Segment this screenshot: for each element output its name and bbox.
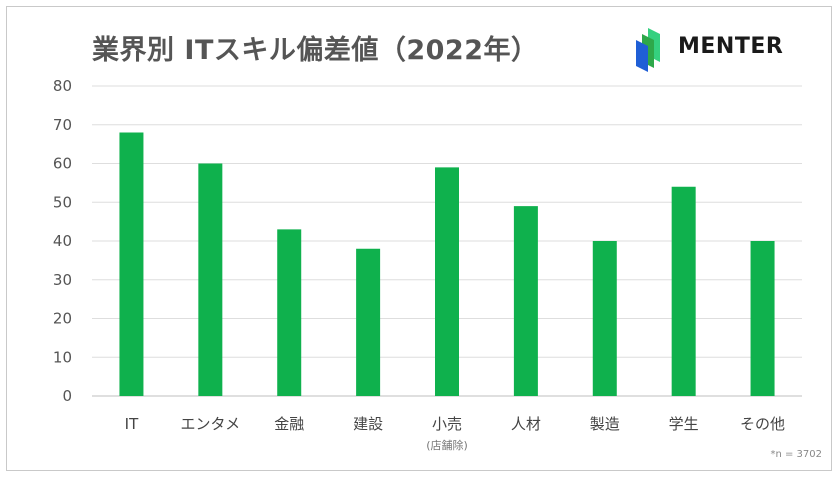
menter-logo-icon <box>636 28 660 72</box>
x-axis-labels: IT エンタメ 金融 建設 小売 (店舗除) 人材 製造 学生 その他 <box>125 415 785 452</box>
x-category-label: 製造 <box>590 415 620 433</box>
bar <box>513 206 538 396</box>
x-category-label: エンタメ <box>181 415 241 433</box>
y-tick-label: 50 <box>53 193 72 211</box>
bar <box>671 186 696 396</box>
bar <box>592 241 617 396</box>
y-tick-label: 0 <box>62 387 72 405</box>
x-category-label: 小売 <box>432 415 462 433</box>
bars <box>119 132 775 396</box>
y-axis-ticks: 0 10 20 30 40 50 60 70 80 <box>53 77 72 405</box>
bar <box>119 132 144 396</box>
y-tick-label: 40 <box>53 232 72 250</box>
y-tick-label: 30 <box>53 271 72 289</box>
y-tick-label: 70 <box>53 116 72 134</box>
x-category-label: その他 <box>740 415 785 433</box>
bar <box>277 229 302 396</box>
y-tick-label: 80 <box>53 77 72 95</box>
y-tick-label: 60 <box>53 155 72 173</box>
x-category-label: 建設 <box>353 415 383 433</box>
bar <box>198 163 223 396</box>
bar <box>435 167 459 396</box>
brand-name: MENTER <box>678 34 784 59</box>
x-category-label: 学生 <box>669 415 699 433</box>
x-category-label: 金融 <box>274 415 304 433</box>
bar <box>750 241 775 396</box>
x-category-label: IT <box>125 415 139 433</box>
chart-title: 業界別 ITスキル偏差値（2022年） <box>92 35 539 66</box>
sample-size-note: *n = 3702 <box>770 449 822 460</box>
x-category-sublabel: (店舗除) <box>426 438 468 452</box>
y-tick-label: 20 <box>53 310 72 328</box>
x-category-label: 人材 <box>511 415 541 433</box>
y-tick-label: 10 <box>53 348 72 366</box>
bar <box>356 248 381 396</box>
